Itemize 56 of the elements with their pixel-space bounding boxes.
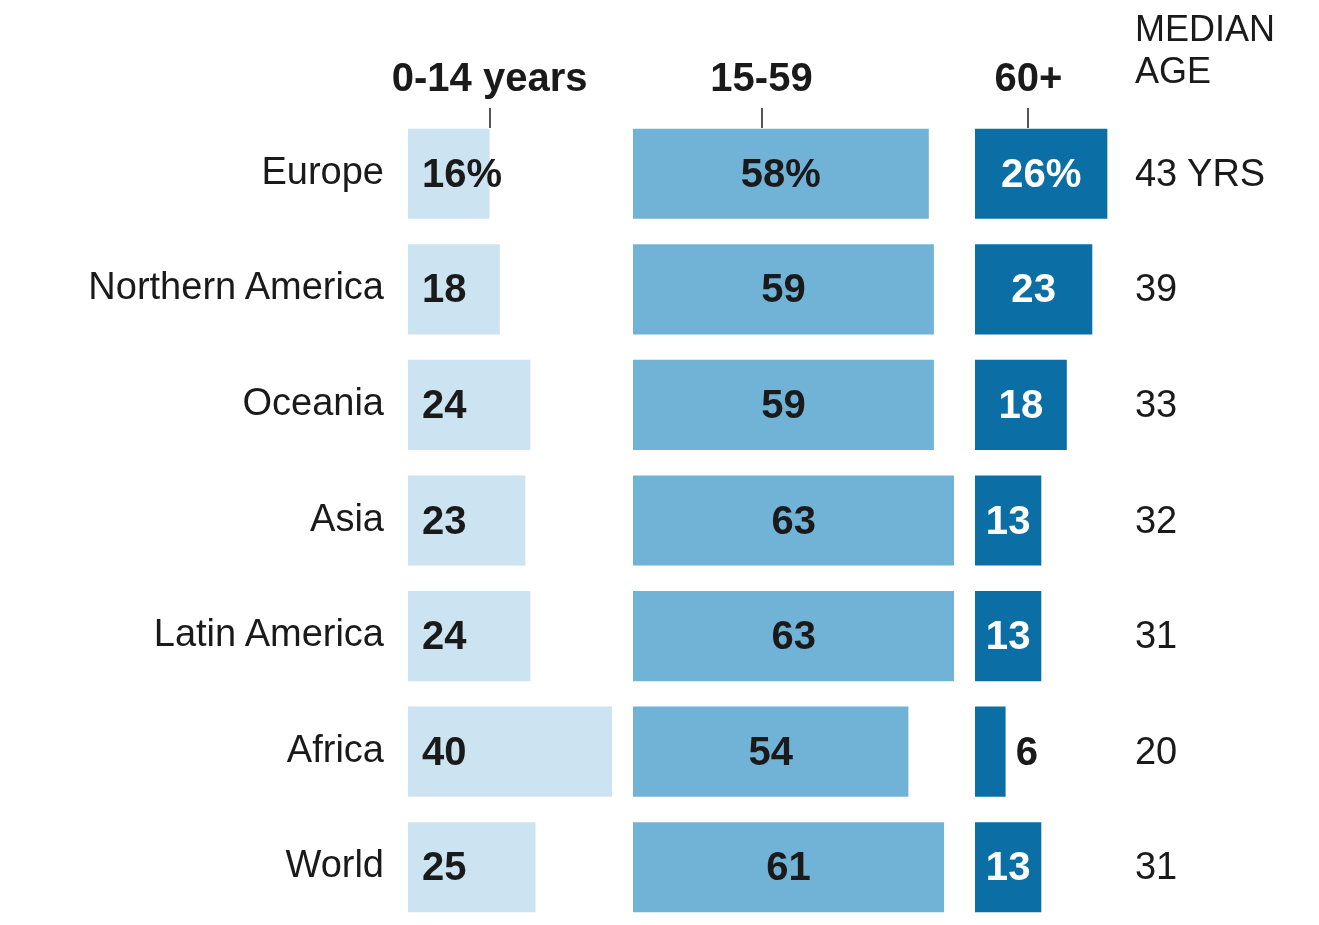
y-tick-label: World [284, 843, 384, 887]
data-label: 54 [748, 728, 794, 773]
data-label: 25 [422, 844, 467, 889]
y-tick-label: Europe [260, 149, 384, 193]
text: 31 [1134, 845, 1178, 889]
data-label: 18 [422, 266, 467, 311]
data-label: 63 [771, 613, 816, 658]
bar [633, 244, 934, 335]
chart-title: 15-59 [710, 55, 813, 100]
bar [633, 706, 909, 797]
data-label: 23 [422, 497, 467, 542]
bar [633, 128, 929, 219]
bar [633, 475, 955, 566]
data-label: 13 [986, 613, 1031, 658]
data-label: 18 [998, 382, 1044, 426]
y-tick-label: Asia [309, 496, 384, 540]
text: 31 [1134, 614, 1178, 658]
text: 20 [1134, 729, 1178, 773]
data-label: 61 [766, 844, 811, 889]
text: 43 YRS [1134, 151, 1266, 195]
bar [408, 591, 531, 682]
data-label: 26% [1001, 150, 1082, 195]
bar [408, 475, 526, 566]
text: 39 [1134, 267, 1178, 311]
bar [975, 244, 1093, 335]
bar [408, 359, 531, 450]
data-label: 23 [1011, 266, 1057, 311]
y-tick-label: Northern America [87, 265, 384, 309]
data-label: 59 [761, 381, 806, 426]
text: MEDIAN AGE [1134, 8, 1276, 92]
bar [975, 475, 1042, 566]
chart-title: 0-14 years [391, 55, 588, 100]
bar [633, 822, 945, 913]
y-tick-label: Africa [285, 727, 384, 771]
data-label: 6 [1015, 728, 1039, 773]
data-label: 24 [422, 381, 468, 426]
bar [408, 706, 612, 797]
bar [408, 822, 536, 913]
y-tick-label: Oceania [241, 380, 384, 424]
data-label: 63 [771, 497, 816, 542]
bar [975, 706, 1006, 797]
data-label: 59 [761, 266, 806, 311]
chart-title: 60+ [994, 55, 1063, 100]
text: 32 [1134, 498, 1178, 542]
bar [633, 359, 934, 450]
data-label: 58% [740, 150, 821, 195]
y-tick-label: Latin America [152, 612, 384, 656]
text: 33 [1134, 382, 1178, 426]
bar [408, 244, 500, 335]
data-label: 24 [422, 613, 468, 658]
bar [975, 359, 1068, 450]
bar [633, 591, 955, 682]
data-label: 40 [422, 728, 467, 773]
data-label: 13 [986, 844, 1031, 889]
data-label: 13 [986, 497, 1031, 542]
data-label: 16% [422, 150, 503, 195]
